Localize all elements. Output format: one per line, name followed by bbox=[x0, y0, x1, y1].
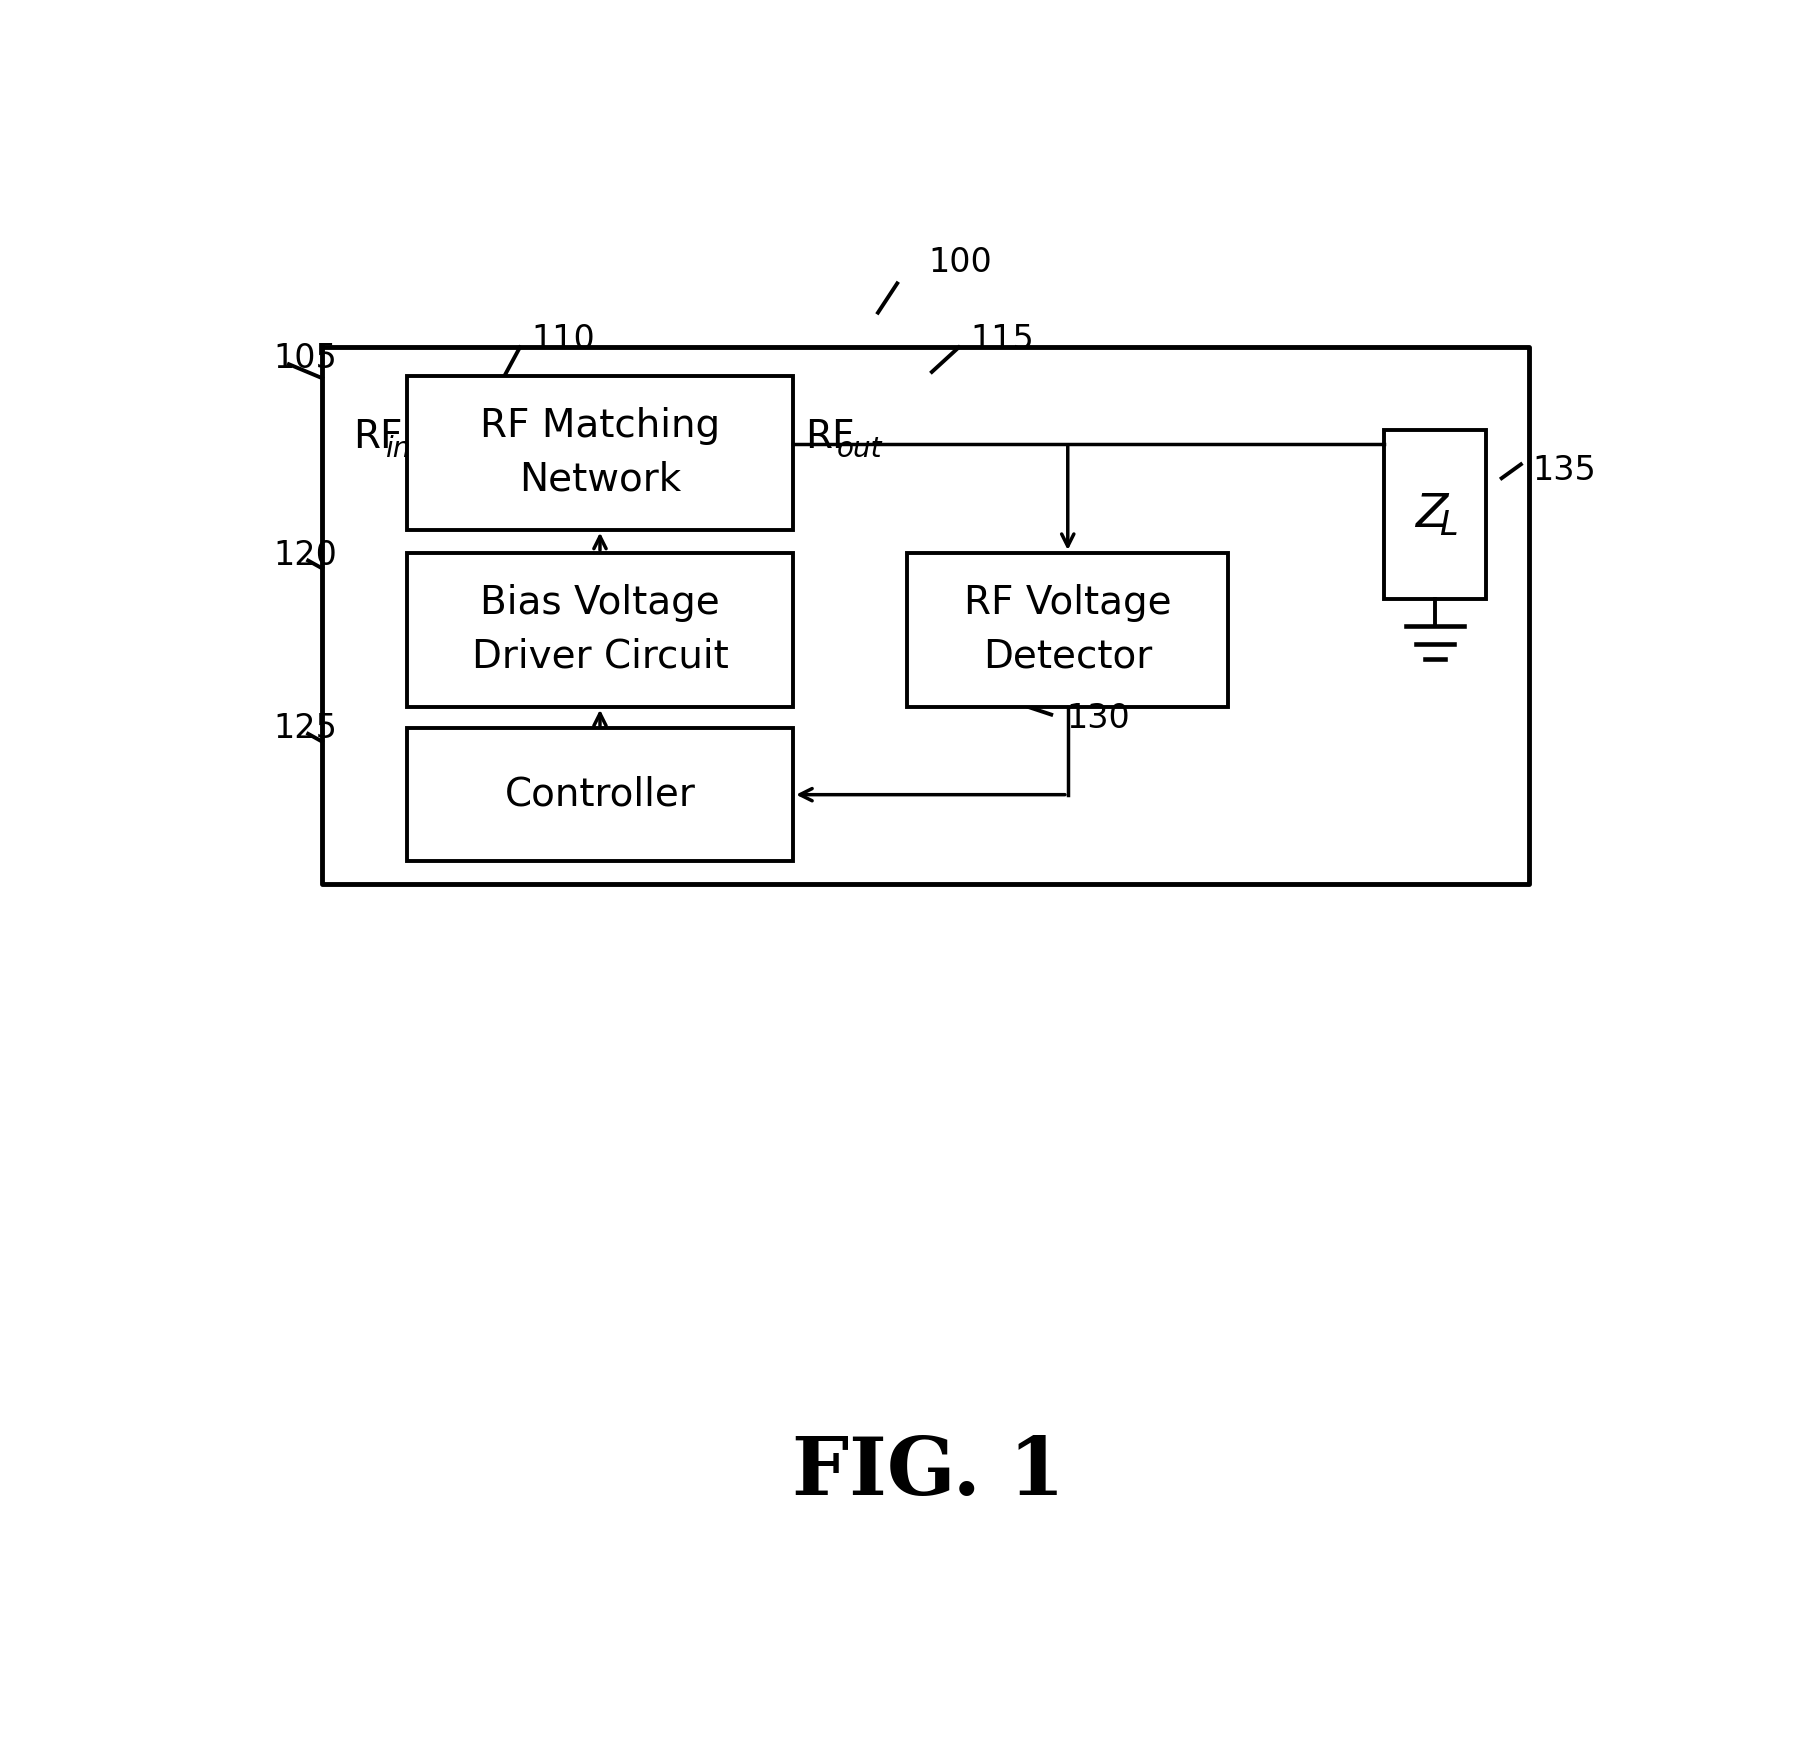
Bar bbox=[906, 554, 1229, 706]
Text: RF: RF bbox=[805, 419, 854, 456]
Text: RF Matching
Network: RF Matching Network bbox=[480, 406, 720, 498]
Text: FIG. 1: FIG. 1 bbox=[792, 1435, 1066, 1512]
Bar bbox=[1383, 429, 1487, 599]
Text: 100: 100 bbox=[928, 245, 992, 279]
Text: out: out bbox=[838, 434, 883, 463]
Text: RF: RF bbox=[354, 419, 402, 456]
Text: Controller: Controller bbox=[504, 776, 696, 813]
Text: L: L bbox=[1440, 510, 1458, 543]
Text: 115: 115 bbox=[970, 322, 1033, 356]
Text: 120: 120 bbox=[274, 538, 337, 571]
Bar bbox=[406, 554, 794, 706]
Text: in: in bbox=[384, 434, 410, 463]
Text: 130: 130 bbox=[1066, 703, 1129, 734]
Text: 105: 105 bbox=[274, 342, 337, 375]
Text: 135: 135 bbox=[1532, 454, 1595, 487]
Bar bbox=[406, 375, 794, 529]
Text: RF Voltage
Detector: RF Voltage Detector bbox=[965, 585, 1171, 675]
Text: Bias Voltage
Driver Circuit: Bias Voltage Driver Circuit bbox=[471, 585, 729, 675]
Bar bbox=[406, 729, 794, 860]
Text: 110: 110 bbox=[531, 322, 595, 356]
Text: 125: 125 bbox=[274, 711, 337, 745]
Text: Z: Z bbox=[1414, 492, 1447, 536]
